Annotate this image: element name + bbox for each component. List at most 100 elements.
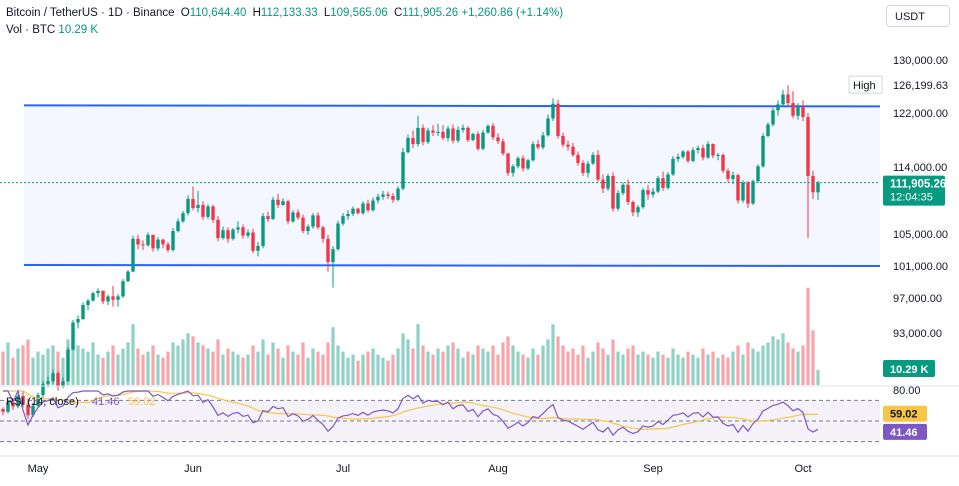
- candle[interactable]: [136, 234, 140, 250]
- candle[interactable]: [421, 124, 425, 146]
- candle[interactable]: [731, 171, 735, 185]
- candle[interactable]: [546, 114, 550, 137]
- candle[interactable]: [431, 125, 435, 136]
- candle[interactable]: [241, 224, 245, 239]
- candle[interactable]: [726, 168, 730, 182]
- candle[interactable]: [111, 286, 115, 307]
- candle[interactable]: [671, 156, 675, 176]
- candle[interactable]: [581, 160, 585, 176]
- candle[interactable]: [716, 152, 720, 161]
- candle[interactable]: [626, 179, 630, 205]
- candle[interactable]: [181, 210, 185, 223]
- candle[interactable]: [761, 133, 765, 168]
- candle[interactable]: [311, 213, 315, 229]
- candle[interactable]: [286, 199, 290, 225]
- candle[interactable]: [516, 156, 520, 169]
- candle[interactable]: [486, 124, 490, 134]
- candle[interactable]: [501, 138, 505, 156]
- candle[interactable]: [556, 99, 560, 139]
- candle[interactable]: [786, 85, 790, 106]
- candle[interactable]: [536, 140, 540, 150]
- candle[interactable]: [681, 150, 685, 159]
- candle[interactable]: [231, 228, 235, 241]
- candle[interactable]: [336, 220, 340, 251]
- candle[interactable]: [586, 160, 590, 178]
- candle[interactable]: [476, 131, 480, 151]
- candle[interactable]: [576, 151, 580, 166]
- candle[interactable]: [186, 195, 190, 216]
- candle[interactable]: [91, 291, 95, 302]
- candle[interactable]: [791, 91, 795, 119]
- candle[interactable]: [696, 145, 700, 154]
- candle[interactable]: [156, 237, 160, 251]
- candle[interactable]: [371, 197, 375, 212]
- candle[interactable]: [276, 193, 280, 208]
- candle[interactable]: [141, 240, 145, 250]
- candle[interactable]: [131, 235, 135, 273]
- candle[interactable]: [236, 221, 240, 234]
- candle[interactable]: [666, 172, 670, 190]
- candle[interactable]: [441, 125, 445, 140]
- candle[interactable]: [206, 204, 210, 220]
- candle[interactable]: [221, 226, 225, 240]
- candle[interactable]: [216, 216, 220, 242]
- candle[interactable]: [391, 193, 395, 203]
- candle[interactable]: [466, 125, 470, 143]
- candle[interactable]: [361, 201, 365, 215]
- candle[interactable]: [251, 228, 255, 254]
- candle[interactable]: [596, 150, 600, 182]
- candle[interactable]: [656, 175, 660, 194]
- candle[interactable]: [211, 204, 215, 223]
- channel-upper-line[interactable]: [23, 104, 881, 108]
- candle[interactable]: [521, 155, 525, 172]
- candle[interactable]: [436, 123, 440, 136]
- candle[interactable]: [26, 398, 30, 419]
- candle[interactable]: [751, 179, 755, 205]
- candle[interactable]: [561, 132, 565, 148]
- candle[interactable]: [701, 144, 705, 161]
- candle[interactable]: [641, 187, 645, 209]
- candle[interactable]: [346, 210, 350, 220]
- candle[interactable]: [676, 153, 680, 163]
- candle[interactable]: [526, 158, 530, 170]
- candle[interactable]: [161, 238, 165, 249]
- candle[interactable]: [281, 198, 285, 206]
- candle[interactable]: [266, 211, 270, 223]
- candle[interactable]: [126, 270, 130, 282]
- candle[interactable]: [226, 227, 230, 243]
- candle[interactable]: [81, 302, 85, 320]
- channel-lower-line[interactable]: [23, 264, 881, 267]
- candle[interactable]: [201, 201, 205, 220]
- candle[interactable]: [461, 124, 465, 133]
- symbol-name[interactable]: Bitcoin / TetherUS · 1D · Binance: [6, 7, 175, 19]
- candle[interactable]: [106, 294, 110, 305]
- currency-button[interactable]: USDT: [886, 5, 950, 27]
- candle[interactable]: [316, 212, 320, 230]
- candle[interactable]: [506, 152, 510, 176]
- candle[interactable]: [471, 132, 475, 142]
- candle[interactable]: [721, 153, 725, 173]
- candle[interactable]: [616, 190, 620, 211]
- candle[interactable]: [356, 207, 360, 215]
- candle[interactable]: [16, 394, 20, 409]
- candle[interactable]: [541, 131, 545, 150]
- volume-label[interactable]: Vol · BTC: [6, 24, 56, 36]
- candle[interactable]: [796, 103, 800, 120]
- candle[interactable]: [396, 186, 400, 202]
- candle[interactable]: [711, 143, 715, 159]
- candle[interactable]: [631, 200, 635, 217]
- candle[interactable]: [301, 214, 305, 234]
- candle[interactable]: [1, 407, 5, 416]
- candle[interactable]: [71, 319, 75, 351]
- candle[interactable]: [646, 184, 650, 200]
- candle[interactable]: [256, 242, 260, 257]
- candle[interactable]: [411, 130, 415, 149]
- candle[interactable]: [51, 369, 55, 384]
- candle[interactable]: [321, 225, 325, 243]
- candle[interactable]: [771, 107, 775, 127]
- candle[interactable]: [601, 174, 605, 194]
- candle[interactable]: [6, 401, 10, 414]
- candle[interactable]: [151, 234, 155, 252]
